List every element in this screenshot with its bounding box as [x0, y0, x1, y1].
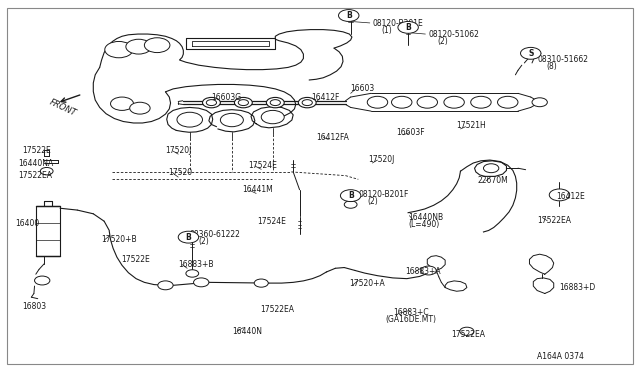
Circle shape [238, 100, 248, 106]
Text: (8): (8) [546, 62, 557, 71]
Text: (GA16DE.MT): (GA16DE.MT) [385, 315, 436, 324]
Circle shape [270, 100, 280, 106]
Circle shape [520, 47, 541, 59]
Text: 16412F: 16412F [312, 93, 340, 102]
Text: 08120-B201E: 08120-B201E [372, 19, 423, 28]
Circle shape [202, 97, 220, 108]
Circle shape [234, 97, 252, 108]
Circle shape [398, 22, 419, 33]
Circle shape [177, 112, 202, 127]
Text: B: B [348, 191, 353, 200]
Circle shape [206, 100, 216, 106]
Text: S: S [528, 49, 533, 58]
Text: B: B [405, 23, 411, 32]
Circle shape [339, 10, 359, 22]
Circle shape [105, 41, 133, 58]
Circle shape [532, 98, 547, 107]
Text: 17522EA: 17522EA [452, 330, 486, 339]
Circle shape [421, 266, 436, 275]
Text: (L=490): (L=490) [408, 220, 440, 229]
Text: 17522EA: 17522EA [19, 171, 52, 180]
Text: 16400: 16400 [15, 219, 39, 228]
Text: (2): (2) [367, 197, 378, 206]
Text: 17521H: 17521H [457, 122, 486, 131]
Text: 16412FA: 16412FA [316, 132, 349, 142]
Circle shape [261, 110, 284, 124]
Circle shape [266, 97, 284, 108]
Text: 16883+A: 16883+A [406, 267, 441, 276]
Circle shape [497, 96, 518, 108]
Text: 08360-61222: 08360-61222 [189, 230, 241, 240]
Text: 17520: 17520 [168, 168, 192, 177]
Circle shape [344, 201, 357, 208]
Bar [36, 206, 60, 256]
Circle shape [35, 276, 50, 285]
Text: 16883+B: 16883+B [178, 260, 214, 269]
Text: 16440NB: 16440NB [408, 214, 444, 222]
Text: 22670M: 22670M [477, 176, 508, 185]
Circle shape [417, 96, 438, 108]
Circle shape [298, 97, 316, 108]
Text: 16883+C: 16883+C [393, 308, 428, 317]
Text: 16440NA: 16440NA [19, 158, 54, 167]
Text: 17522E: 17522E [22, 146, 51, 155]
Circle shape [178, 231, 198, 243]
Circle shape [444, 96, 465, 108]
Text: 17522EA: 17522EA [260, 305, 294, 314]
Text: 17522EA: 17522EA [537, 216, 571, 225]
Text: 16603: 16603 [351, 84, 375, 93]
Text: 16412E: 16412E [556, 192, 585, 201]
Text: (2): (2) [438, 37, 448, 46]
Circle shape [340, 190, 361, 202]
Circle shape [254, 279, 268, 287]
Circle shape [145, 38, 170, 52]
Circle shape [460, 327, 474, 335]
Text: 16440N: 16440N [232, 327, 262, 336]
Text: A164A 0374: A164A 0374 [537, 352, 584, 361]
Text: 17524E: 17524E [248, 161, 277, 170]
Text: 17520+A: 17520+A [349, 279, 385, 288]
Circle shape [126, 39, 152, 54]
Text: 17520J: 17520J [166, 146, 192, 155]
Text: (2): (2) [198, 237, 209, 246]
Circle shape [302, 100, 312, 106]
Text: 08120-B201F: 08120-B201F [358, 190, 409, 199]
Text: 17520J: 17520J [369, 155, 395, 164]
Circle shape [220, 113, 243, 127]
Text: 16883+D: 16883+D [559, 283, 595, 292]
Text: 16603F: 16603F [397, 128, 425, 137]
Text: 16603G: 16603G [211, 93, 241, 102]
Text: 08120-51062: 08120-51062 [429, 30, 479, 39]
Circle shape [470, 96, 491, 108]
Text: 16803: 16803 [22, 302, 47, 311]
Text: FRONT: FRONT [49, 98, 78, 118]
Circle shape [40, 167, 53, 175]
Circle shape [186, 270, 198, 277]
Text: (1): (1) [381, 26, 392, 35]
Circle shape [367, 96, 388, 108]
Circle shape [158, 281, 173, 290]
Text: B: B [186, 232, 191, 242]
Text: 08310-51662: 08310-51662 [537, 55, 588, 64]
Circle shape [130, 102, 150, 114]
Text: 17520+B: 17520+B [102, 235, 137, 244]
Text: 17524E: 17524E [257, 217, 286, 226]
Text: 16441M: 16441M [242, 185, 273, 194]
Circle shape [549, 189, 570, 201]
Circle shape [111, 97, 134, 110]
Circle shape [392, 96, 412, 108]
Text: B: B [346, 11, 351, 20]
Circle shape [483, 164, 499, 173]
Text: 17522E: 17522E [121, 255, 150, 264]
Circle shape [193, 278, 209, 287]
